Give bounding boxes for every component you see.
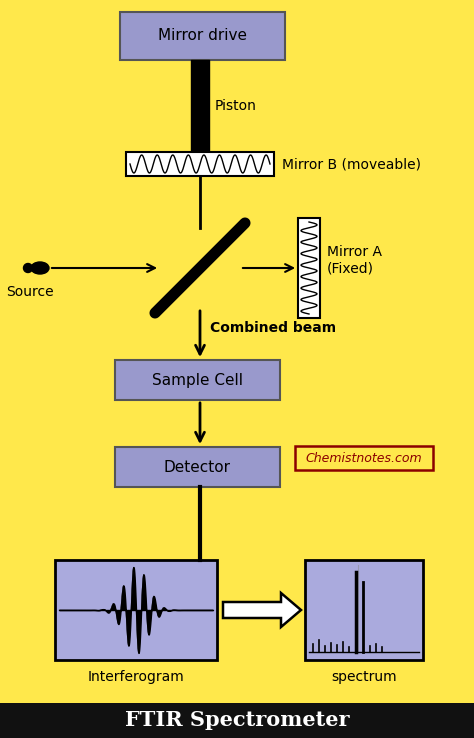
Text: Mirror A
(Fixed): Mirror A (Fixed) bbox=[327, 245, 382, 275]
FancyArrow shape bbox=[223, 593, 301, 627]
FancyBboxPatch shape bbox=[298, 218, 320, 318]
Text: Interferogram: Interferogram bbox=[88, 670, 184, 684]
Text: spectrum: spectrum bbox=[331, 670, 397, 684]
FancyBboxPatch shape bbox=[115, 447, 280, 487]
FancyBboxPatch shape bbox=[115, 360, 280, 400]
Text: Piston: Piston bbox=[215, 99, 257, 113]
Text: Mirror drive: Mirror drive bbox=[158, 29, 247, 44]
Ellipse shape bbox=[24, 263, 33, 272]
Text: Sample Cell: Sample Cell bbox=[152, 373, 243, 387]
Text: Mirror B (moveable): Mirror B (moveable) bbox=[282, 157, 421, 171]
Ellipse shape bbox=[31, 262, 49, 274]
FancyBboxPatch shape bbox=[120, 12, 285, 60]
Text: FTIR Spectrometer: FTIR Spectrometer bbox=[125, 711, 349, 731]
FancyBboxPatch shape bbox=[55, 560, 217, 660]
FancyBboxPatch shape bbox=[0, 703, 474, 738]
Text: Detector: Detector bbox=[164, 460, 231, 475]
Text: Chemistnotes.com: Chemistnotes.com bbox=[306, 452, 422, 464]
Text: Combined beam: Combined beam bbox=[210, 321, 336, 335]
FancyBboxPatch shape bbox=[126, 152, 274, 176]
Text: Source: Source bbox=[6, 285, 54, 299]
FancyBboxPatch shape bbox=[305, 560, 423, 660]
FancyBboxPatch shape bbox=[295, 446, 433, 470]
